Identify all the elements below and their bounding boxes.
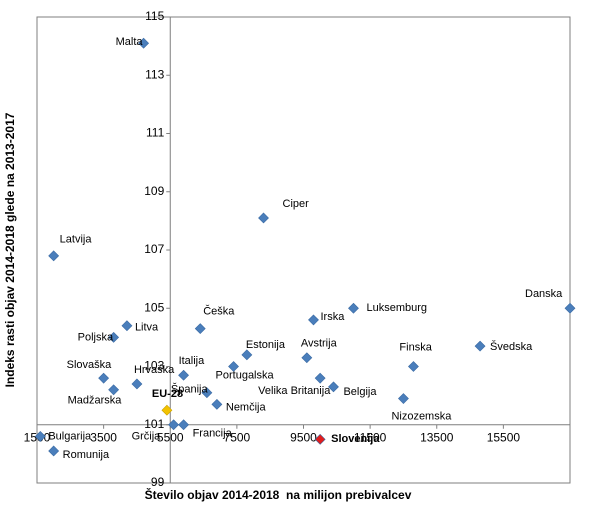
point-hrvaska — [131, 378, 143, 390]
point-francija — [178, 419, 189, 431]
y-tick-label: 101 — [144, 417, 164, 431]
point-ciper — [258, 212, 269, 224]
label-spanija: Španija — [171, 383, 209, 396]
label-belgija: Belgija — [343, 386, 377, 398]
point-nemcija — [211, 398, 223, 410]
point-belgija — [328, 381, 339, 393]
y-tick-label: 105 — [144, 300, 164, 314]
label-bulgarija: Bulgarija — [48, 430, 92, 442]
label-irska: Irska — [320, 311, 345, 323]
point-slovenija — [314, 433, 326, 445]
x-tick-label: 5500 — [157, 431, 184, 445]
x-tick-label: 9500 — [290, 431, 317, 445]
x-tick-label: 11500 — [354, 431, 387, 445]
label-madzarska: Madžarska — [68, 395, 123, 407]
point-irska — [308, 314, 319, 326]
point-danska — [564, 302, 576, 314]
y-tick-label: 111 — [146, 126, 165, 140]
point-ceska — [194, 323, 206, 335]
label-grcija: Grčija — [132, 431, 162, 443]
x-tick-label: 15500 — [487, 431, 521, 445]
axis-ticks: 1500350055007500950011500135001550099101… — [24, 9, 521, 489]
y-tick-label: 109 — [144, 184, 164, 198]
label-eu-28: EU-28 — [152, 388, 183, 400]
label-litva: Litva — [135, 322, 159, 334]
point-eu-28 — [161, 404, 173, 416]
label-poljska: Poljska — [78, 331, 114, 343]
label-nemcija: Nemčija — [226, 401, 267, 413]
label-hrvaska: Hrvaška — [134, 364, 175, 376]
label-ceska: Češka — [203, 305, 235, 318]
point-latvija — [48, 250, 60, 262]
label-nizozemska: Nizozemska — [391, 410, 452, 422]
point-poljska — [108, 331, 120, 343]
point-velika-britanija — [314, 372, 326, 384]
point-finska — [408, 361, 419, 372]
label-danska: Danska — [525, 288, 563, 300]
point-portugalska — [228, 361, 239, 372]
plot-border — [36, 16, 571, 484]
point-litva — [121, 320, 133, 332]
label-ciper: Ciper — [283, 198, 310, 210]
y-axis-title: Indeks rasti objav 2014-2018 glede na 20… — [3, 112, 17, 387]
point-avstrija — [301, 352, 313, 364]
label-francija: Francija — [193, 428, 233, 440]
label-svedska: Švedska — [490, 340, 533, 353]
point-svedska — [474, 340, 486, 352]
point-italija — [178, 369, 189, 381]
label-slovaska: Slovaška — [67, 359, 113, 371]
label-luksemburg: Luksemburg — [366, 302, 427, 314]
label-portugalska: Portugalska — [216, 369, 275, 381]
label-velika-britanija: Velika Britanija — [258, 385, 331, 397]
point-spanija — [201, 387, 213, 399]
x-tick-label: 3500 — [90, 431, 117, 445]
label-malta: Malta — [116, 36, 144, 48]
point-nizozemska — [398, 393, 409, 404]
point-romunija — [48, 445, 60, 457]
point-slovaska — [98, 372, 110, 384]
label-romunija: Romunija — [63, 449, 110, 461]
label-slovenija: Slovenija — [331, 433, 380, 445]
label-estonija: Estonija — [246, 339, 286, 351]
point-madzarska — [108, 384, 120, 396]
point-grcija — [168, 419, 180, 431]
label-finska: Finska — [399, 341, 432, 353]
y-tick-label: 107 — [144, 242, 164, 256]
data-points: Malta Ciper Latvija Danska Luksemburg Irska Če… — [34, 36, 576, 461]
x-tick-label: 13500 — [420, 431, 454, 445]
y-tick-label: 115 — [145, 9, 164, 23]
label-avstrija: Avstrija — [301, 338, 338, 350]
y-tick-label: 103 — [144, 359, 164, 373]
point-estonija — [241, 349, 253, 361]
y-tick-label: 113 — [145, 67, 164, 81]
point-malta — [138, 37, 150, 49]
point-luksemburg — [348, 302, 359, 314]
point-bulgarija — [34, 430, 46, 442]
label-italija: Italija — [179, 355, 206, 367]
y-tick-label: 99 — [151, 475, 165, 489]
x-tick-label: 7500 — [224, 431, 251, 445]
label-latvija: Latvija — [60, 234, 93, 246]
x-axis-title: Število objav 2014-2018 na milijon prebi… — [145, 487, 412, 502]
